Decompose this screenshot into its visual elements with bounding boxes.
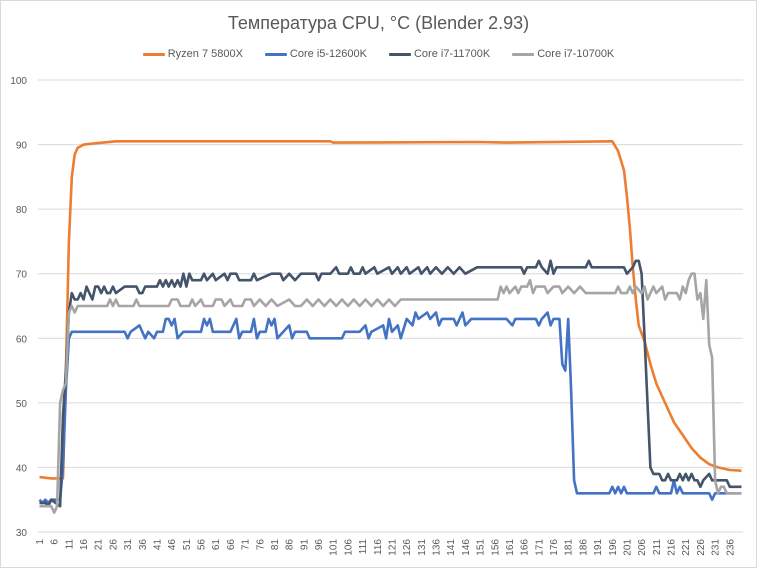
- y-tick-label: 80: [16, 205, 28, 216]
- legend-item: Core i7-11700K: [388, 48, 491, 60]
- x-tick-label: 96: [314, 539, 325, 551]
- x-tick-label: 16: [79, 539, 90, 551]
- x-tick-label: 176: [549, 539, 560, 556]
- x-tick-label: 126: [402, 539, 413, 556]
- x-tick-label: 196: [608, 539, 619, 556]
- y-tick-label: 50: [16, 399, 28, 410]
- x-tick-label: 91: [299, 539, 310, 551]
- x-tick-label: 66: [226, 539, 237, 551]
- x-tick-label: 76: [255, 539, 266, 551]
- series-line-core-i5-12600k: [38, 311, 742, 505]
- legend-label: Core i5-12600K: [289, 48, 367, 60]
- x-tick-label: 236: [725, 539, 736, 556]
- x-tick-label: 171: [534, 539, 545, 556]
- x-tick-label: 191: [593, 539, 604, 556]
- x-tick-label: 106: [343, 539, 354, 556]
- x-tick-label: 156: [490, 539, 501, 556]
- x-tick-label: 201: [622, 539, 633, 556]
- y-tick-label: 60: [16, 334, 28, 345]
- x-tick-label: 111: [358, 539, 369, 555]
- x-tick-label: 226: [696, 539, 707, 556]
- x-tick-label: 121: [387, 539, 398, 556]
- legend-item: Core i7-10700K: [512, 48, 614, 60]
- x-tick-label: 231: [711, 539, 722, 556]
- x-tick-label: 26: [108, 539, 119, 551]
- x-tick-label: 206: [637, 539, 648, 556]
- x-tick-label: 211: [652, 539, 663, 555]
- x-tick-label: 81: [270, 539, 281, 551]
- y-tick-label: 40: [16, 463, 28, 474]
- legend: Ryzen 7 5800X Core i5-12600K Core i7-11700…: [1, 48, 756, 60]
- x-tick-label: 161: [505, 539, 516, 556]
- x-tick-label: 6: [50, 539, 61, 545]
- x-tick-label: 166: [520, 539, 531, 556]
- x-tick-label: 221: [681, 539, 692, 556]
- x-tick-label: 71: [241, 539, 252, 551]
- legend-swatch: [142, 52, 165, 56]
- legend-label: Core i7-10700K: [537, 48, 615, 60]
- legend-item: Core i5-12600K: [264, 48, 367, 60]
- legend-swatch: [264, 52, 287, 56]
- y-tick-label: 30: [16, 528, 28, 539]
- legend-label: Core i7-11700K: [413, 48, 491, 60]
- legend-item: Ryzen 7 5800X: [142, 48, 243, 60]
- series-line-ryzen-7-5800x: [39, 140, 742, 480]
- x-tick-label: 141: [446, 539, 457, 556]
- x-tick-label: 216: [667, 539, 678, 556]
- x-tick-label: 181: [564, 539, 575, 556]
- x-tick-label: 146: [461, 539, 472, 556]
- y-tick-label: 100: [10, 76, 27, 87]
- x-tick-label: 86: [285, 539, 296, 551]
- x-tick-label: 186: [578, 539, 589, 556]
- legend-swatch: [388, 52, 411, 56]
- x-tick-label: 131: [417, 539, 428, 556]
- y-tick-label: 90: [16, 141, 28, 152]
- x-tick-label: 11: [64, 539, 75, 550]
- x-tick-label: 151: [476, 539, 487, 556]
- x-tick-label: 51: [182, 539, 193, 551]
- series-line-core-i7-11700k: [39, 259, 742, 508]
- x-tick-label: 101: [329, 539, 340, 556]
- x-tick-label: 136: [432, 539, 443, 556]
- x-tick-label: 116: [373, 539, 384, 555]
- series-line-core-i7-10700k: [39, 272, 742, 514]
- x-tick-label: 1: [35, 539, 46, 545]
- x-tick-label: 21: [94, 539, 105, 551]
- x-tick-label: 31: [123, 539, 134, 551]
- x-tick-label: 61: [211, 539, 222, 551]
- legend-swatch: [512, 52, 535, 56]
- y-tick-label: 70: [16, 270, 28, 281]
- x-tick-label: 36: [138, 539, 149, 551]
- legend-label: Ryzen 7 5800X: [167, 48, 243, 60]
- x-tick-label: 46: [167, 539, 178, 551]
- x-tick-label: 56: [197, 539, 208, 551]
- x-tick-label: 41: [152, 539, 163, 551]
- chart-title: Температура CPU, °C (Blender 2.93): [227, 13, 530, 33]
